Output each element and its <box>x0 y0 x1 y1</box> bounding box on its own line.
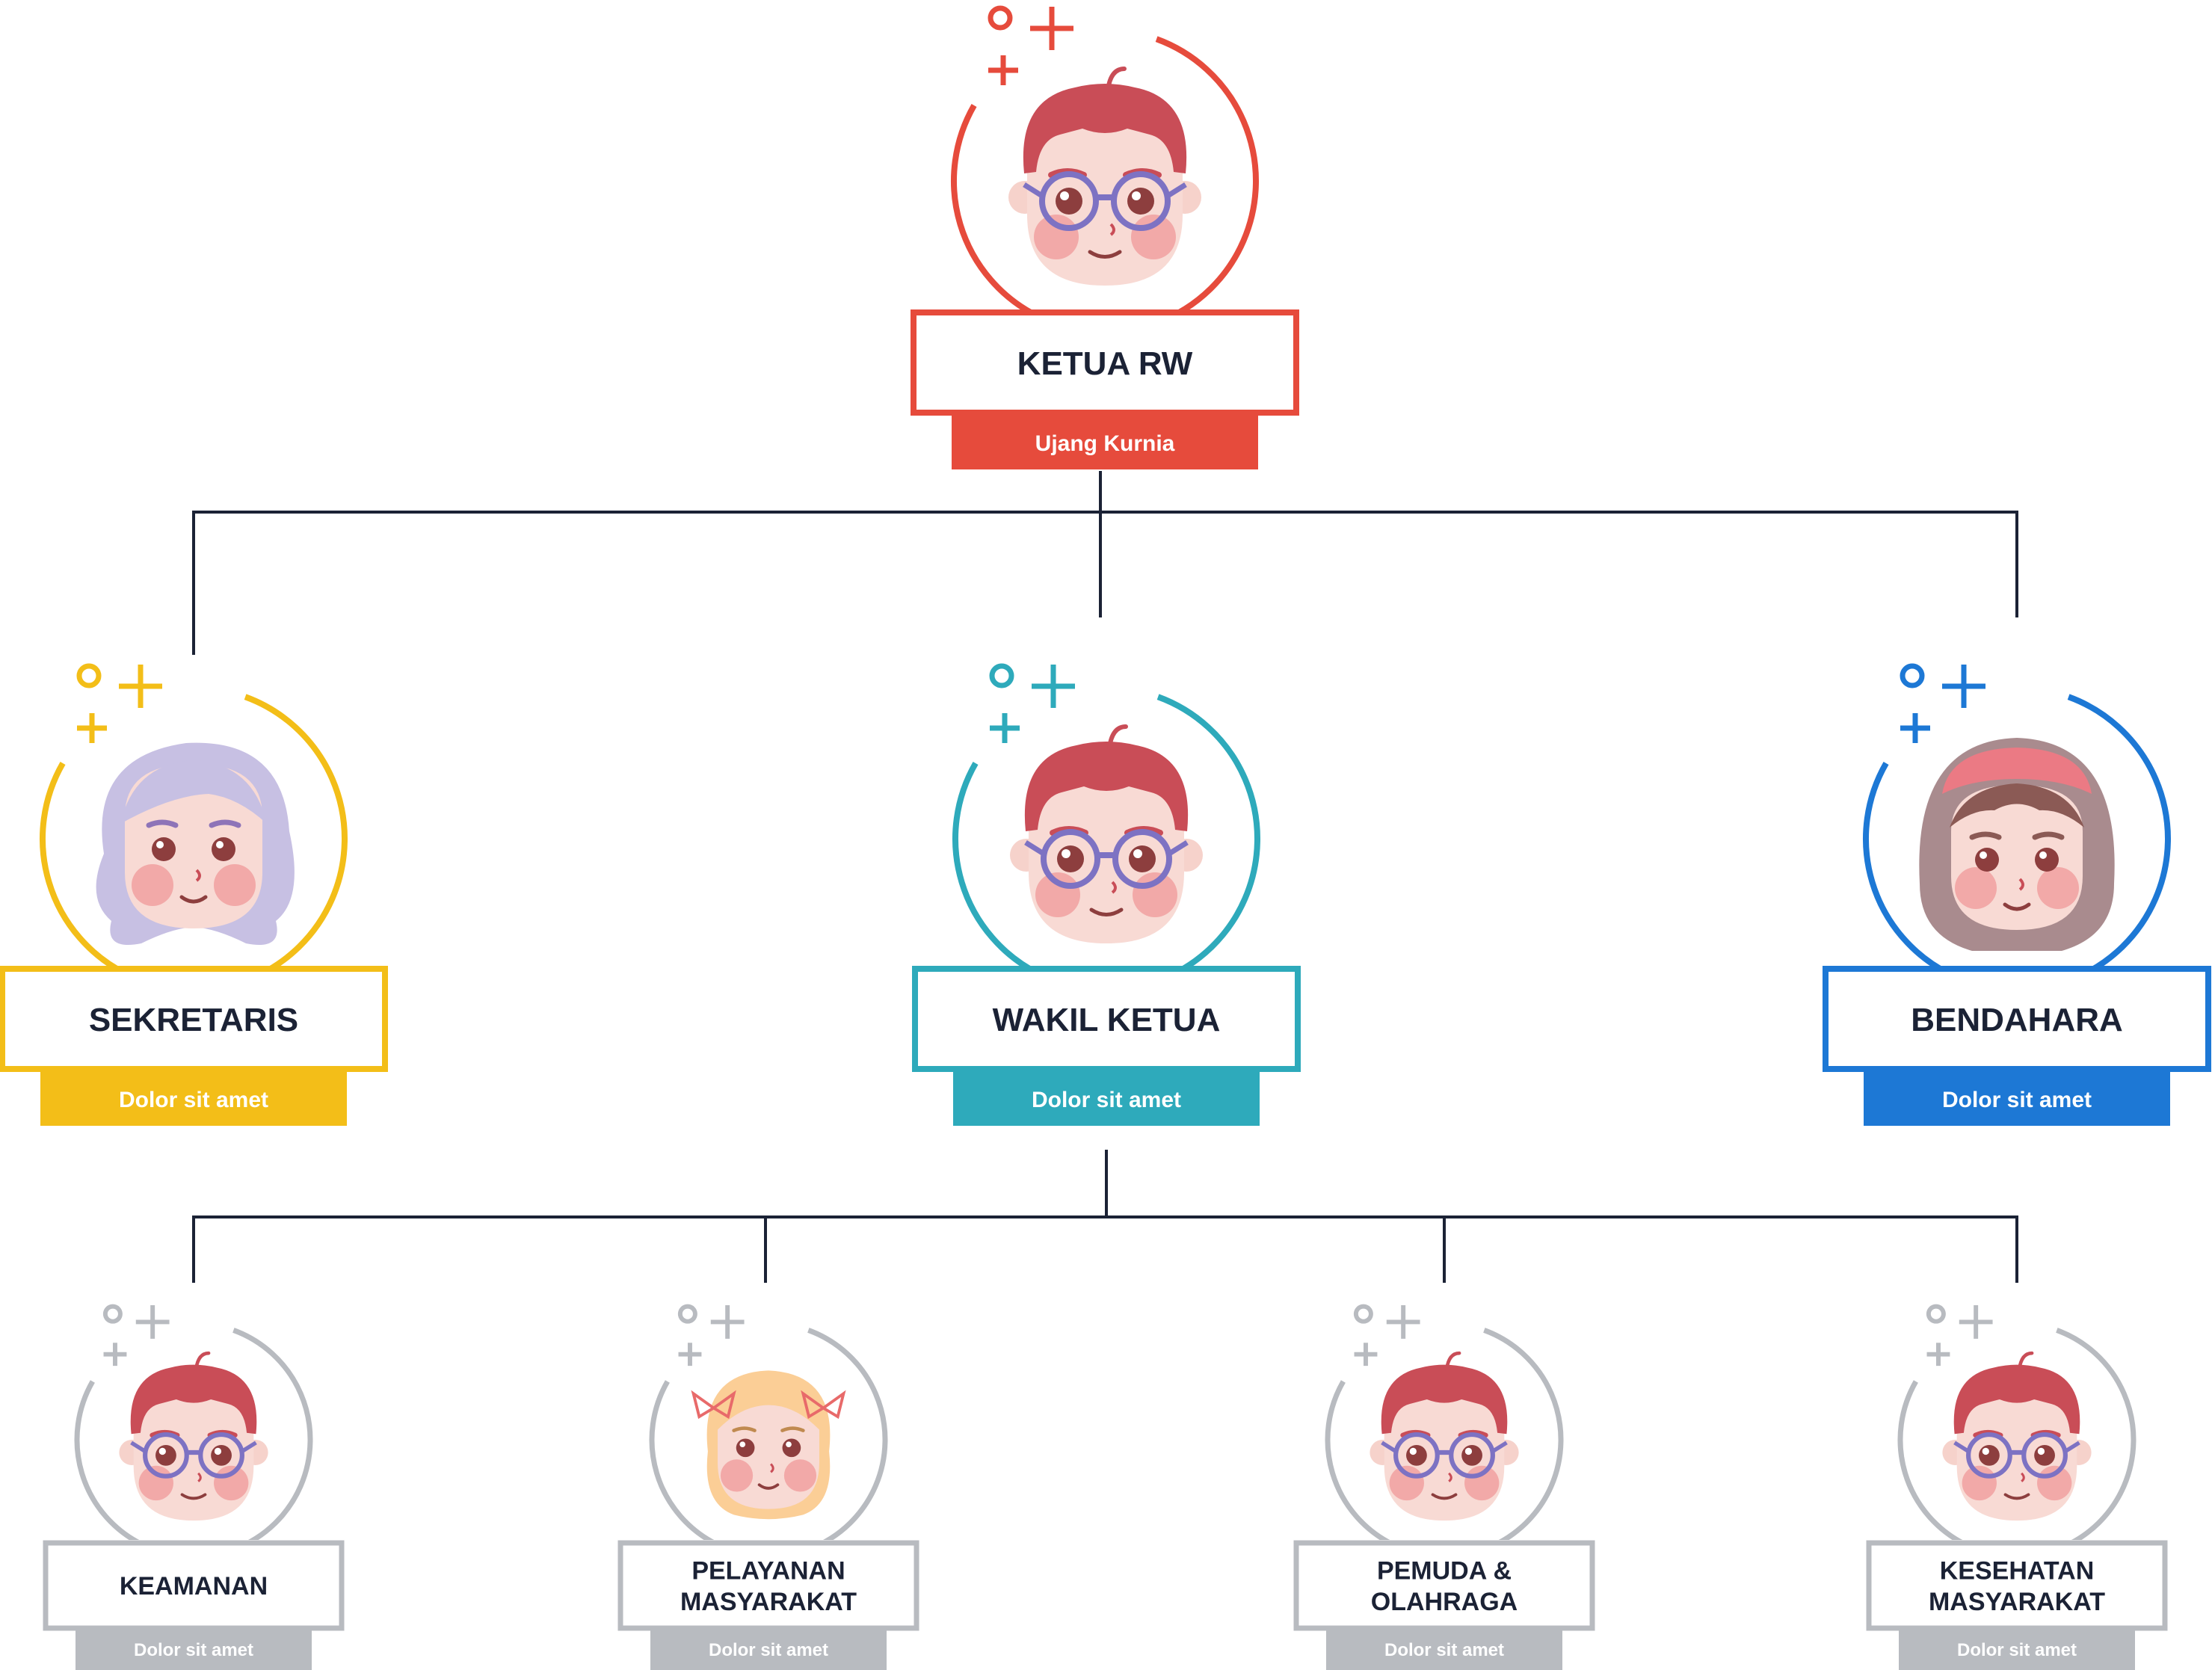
role-title-line: PELAYANAN <box>691 1557 845 1586</box>
name-band <box>76 1628 312 1670</box>
member-name: Dolor sit amet <box>134 1640 253 1660</box>
sparkle-icon <box>1926 1304 1993 1366</box>
role-title-line: MASYARAKAT <box>1929 1588 2105 1616</box>
name-band <box>1326 1628 1562 1670</box>
connector-lines <box>192 471 2018 1283</box>
sparkle-icon <box>1900 663 1985 743</box>
role-title-line: WAKIL KETUA <box>993 1002 1221 1038</box>
member-name: Dolor sit amet <box>1032 1088 1181 1112</box>
org-node-keamanan: KEAMANAN Dolor sit amet <box>43 1304 345 1670</box>
sparkle-icon <box>1353 1304 1420 1366</box>
member-name: Dolor sit amet <box>709 1640 828 1660</box>
nodes-layer: KETUA RW Ujang Kurnia SEKRETARIS Dolor sit … <box>0 5 2211 1670</box>
sparkle-icon <box>76 663 162 743</box>
role-title-line: KETUA RW <box>1017 345 1193 382</box>
role-title-line: KEAMANAN <box>120 1572 268 1600</box>
org-node-sekretaris: SEKRETARIS Dolor sit amet <box>0 663 388 1126</box>
sparkle-icon <box>677 1304 745 1366</box>
org-node-bendahara: BENDAHARA Dolor sit amet <box>1823 663 2211 1126</box>
lavender-hair-girl-avatar <box>96 743 295 945</box>
name-band <box>1899 1628 2135 1670</box>
name-band <box>650 1628 887 1670</box>
role-title-line: PEMUDA & <box>1377 1557 1512 1586</box>
boy-glasses-avatar <box>1942 1353 2091 1520</box>
hijab-girl-avatar <box>1919 738 2114 951</box>
role-title-line: KESEHATAN <box>1940 1557 2095 1586</box>
member-name: Dolor sit amet <box>119 1088 268 1112</box>
role-title-line: OLAHRAGA <box>1371 1588 1518 1616</box>
role-title-line: SEKRETARIS <box>89 1002 298 1038</box>
member-name: Dolor sit amet <box>1942 1088 2092 1112</box>
member-name: Dolor sit amet <box>1384 1640 1504 1660</box>
org-node-ketua-rw: KETUA RW Ujang Kurnia <box>911 5 1299 469</box>
role-title-box <box>0 966 388 1072</box>
sparkle-icon <box>102 1304 170 1366</box>
role-title-box <box>1293 1540 1595 1631</box>
role-title-line: BENDAHARA <box>1911 1002 2123 1038</box>
role-title-box <box>1823 966 2211 1072</box>
boy-glasses-avatar <box>1008 69 1201 286</box>
role-title-line: MASYARAKAT <box>680 1588 857 1616</box>
name-band <box>40 1072 347 1126</box>
boy-glasses-avatar <box>1370 1353 1518 1520</box>
role-title-box <box>617 1540 919 1631</box>
member-name: Dolor sit amet <box>1957 1640 2077 1660</box>
boy-glasses-avatar <box>119 1353 268 1520</box>
org-node-wakil-ketua: WAKIL KETUA Dolor sit amet <box>912 663 1301 1126</box>
member-name: Ujang Kurnia <box>1035 431 1175 456</box>
role-title-box <box>43 1540 345 1631</box>
role-title-box <box>911 309 1299 416</box>
name-band <box>1864 1072 2170 1126</box>
sparkle-icon <box>988 5 1073 85</box>
boy-glasses-avatar <box>1010 727 1203 943</box>
sparkle-icon <box>989 663 1075 743</box>
org-node-pemuda: PEMUDA &OLAHRAGA Dolor sit amet <box>1293 1304 1595 1670</box>
name-band <box>953 1072 1260 1126</box>
blonde-girl-avatar <box>694 1370 844 1519</box>
name-band <box>952 416 1258 469</box>
role-title-box <box>912 966 1301 1072</box>
